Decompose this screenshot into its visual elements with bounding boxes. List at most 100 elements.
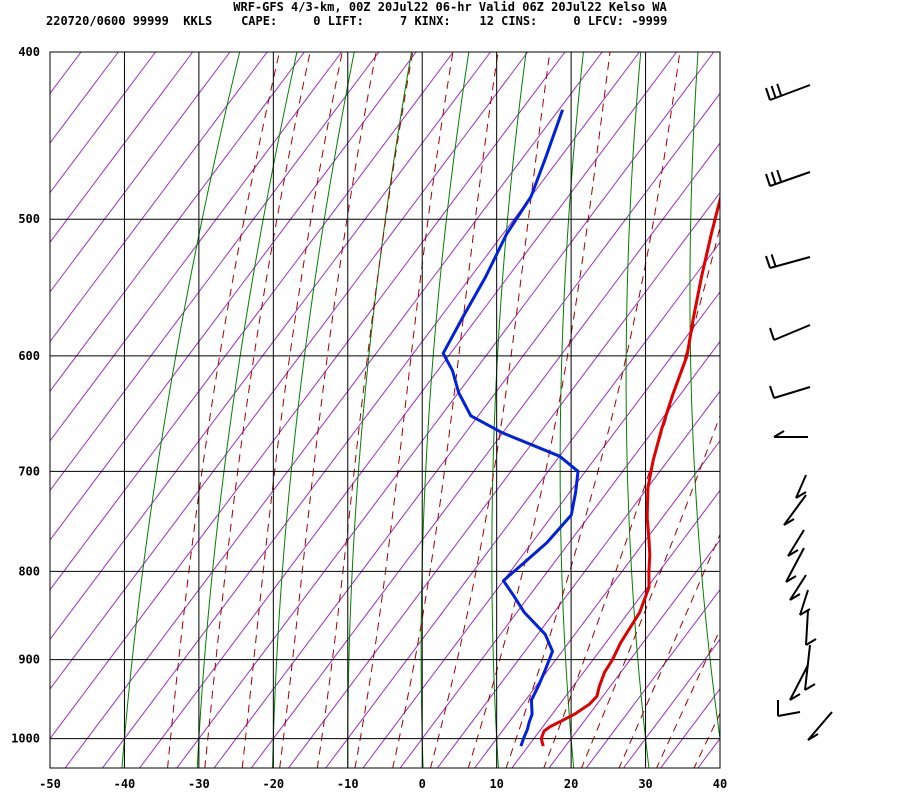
- isotherm-line: [473, 439, 720, 768]
- dry-adiabat-line: [625, 52, 650, 768]
- wind-barb-flag: [795, 491, 807, 499]
- dry-adiabat-line: [812, 14, 878, 783]
- wind-barb: [783, 494, 807, 526]
- isotherm-line: [64, 52, 603, 768]
- isotherm-line: [50, 52, 343, 442]
- dry-adiabat-line: [491, 52, 527, 768]
- isotherm-line: [176, 52, 715, 768]
- wind-barb-staff: [805, 609, 809, 646]
- moist-adiabat-line: [316, 52, 414, 768]
- isotherm-line: [436, 390, 720, 768]
- isotherm-line: [50, 52, 306, 393]
- wind-barb-flag: [785, 575, 797, 583]
- isotherm-line: [0, 14, 73, 783]
- isotherm-line: [362, 291, 720, 768]
- wind-barb-flag: [804, 683, 816, 691]
- moist-adiabat-line: [467, 52, 611, 768]
- isotherm-line: [287, 191, 720, 768]
- wind-barb: [769, 324, 811, 341]
- moist-adiabat-line: [354, 52, 454, 768]
- isotherm-line: [762, 14, 900, 783]
- moist-adiabat-line: [167, 52, 280, 768]
- dry-adiabat-line: [870, 14, 900, 783]
- y-tick-label: 600: [18, 349, 40, 363]
- wind-barb: [765, 169, 811, 187]
- wind-barb: [765, 83, 811, 101]
- wind-barb-flag: [789, 693, 801, 701]
- wind-barb-staff: [795, 474, 807, 499]
- wind-barb: [777, 700, 801, 717]
- dewpoint-profile: [441, 109, 580, 747]
- plot-frame: [49, 51, 721, 769]
- dry-adiabat-line: [559, 52, 584, 768]
- wind-barb: [769, 385, 811, 399]
- moist-adiabat-line: [429, 52, 551, 768]
- wind-barb-staff: [789, 664, 809, 701]
- moist-adiabat-line: [505, 52, 681, 768]
- wind-barb-flag: [769, 385, 775, 399]
- isotherm-line: [50, 52, 380, 492]
- wind-barb-flag: [777, 711, 801, 717]
- x-tick-label: -50: [39, 777, 61, 791]
- wind-barb-flag: [770, 171, 777, 185]
- wind-barb: [765, 254, 811, 269]
- wind-barb-flag: [765, 173, 771, 187]
- isotherm-line: [585, 588, 720, 768]
- moist-adiabat-line: [580, 414, 720, 768]
- isotherm-line: [50, 52, 268, 343]
- moist-adiabat-line: [279, 52, 377, 768]
- dry-adiabat-line: [689, 52, 720, 743]
- chart-title: WRF-GFS 4/3-km, 00Z 20Jul22 06-hr Valid …: [233, 0, 667, 14]
- isotherm-line: [50, 52, 194, 244]
- isotherm-line: [213, 92, 720, 768]
- wind-barb: [787, 529, 805, 557]
- isotherm-line: [50, 52, 417, 541]
- chart-subtitle: 220720/0600 99999 KKLS CAPE: 0 LIFT: 7 K…: [46, 14, 668, 28]
- y-tick-label: 900: [18, 653, 40, 667]
- isotherm-line: [50, 52, 454, 591]
- y-tick-label: 500: [18, 212, 40, 226]
- wind-barb-staff: [787, 529, 805, 557]
- isotherm-line: [138, 52, 678, 768]
- x-tick-label: -10: [337, 777, 359, 791]
- wind-barb-staff: [807, 711, 833, 741]
- moist-adiabat-line: [543, 225, 720, 768]
- x-tick-label: 20: [564, 777, 578, 791]
- wind-barb-flag: [787, 549, 799, 557]
- temperature-profile: [539, 194, 720, 747]
- x-tick-label: -20: [262, 777, 284, 791]
- isotherm-line: [548, 539, 720, 768]
- x-tick-label: 0: [419, 777, 426, 791]
- moist-adiabat-line: [241, 52, 343, 768]
- moist-adiabat-line: [392, 52, 499, 768]
- wind-barb-flag: [770, 254, 777, 267]
- wind-barb-flag: [776, 83, 783, 97]
- wind-barb-staff: [769, 84, 811, 101]
- wind-barb-staff: [773, 386, 811, 399]
- moist-adiabat-line: [693, 712, 720, 768]
- isotherm-line: [250, 142, 720, 768]
- isotherm-line: [697, 737, 720, 768]
- isotherm-line: [836, 14, 900, 783]
- moist-adiabat-line: [204, 52, 311, 768]
- wind-barb: [789, 664, 809, 701]
- isotherm-line: [50, 52, 231, 293]
- wind-barb: [795, 474, 807, 499]
- x-tick-label: 10: [489, 777, 503, 791]
- wind-barb: [807, 711, 833, 741]
- wind-barb-staff: [769, 171, 811, 187]
- isotherm-line: [50, 52, 529, 690]
- wind-barb-flag: [807, 733, 819, 741]
- wind-barb-flag: [805, 638, 817, 646]
- wind-barb-staff: [789, 574, 807, 601]
- y-tick-label: 1000: [11, 732, 40, 746]
- dry-adiabat-line: [196, 52, 298, 768]
- isotherm-line: [660, 688, 720, 768]
- isotherm-line: [724, 14, 900, 783]
- wind-barb-staff: [773, 324, 811, 341]
- x-tick-label: -30: [188, 777, 210, 791]
- wind-barb-flag: [765, 87, 771, 101]
- wind-barb: [785, 547, 805, 583]
- wind-barb-staff: [785, 547, 805, 583]
